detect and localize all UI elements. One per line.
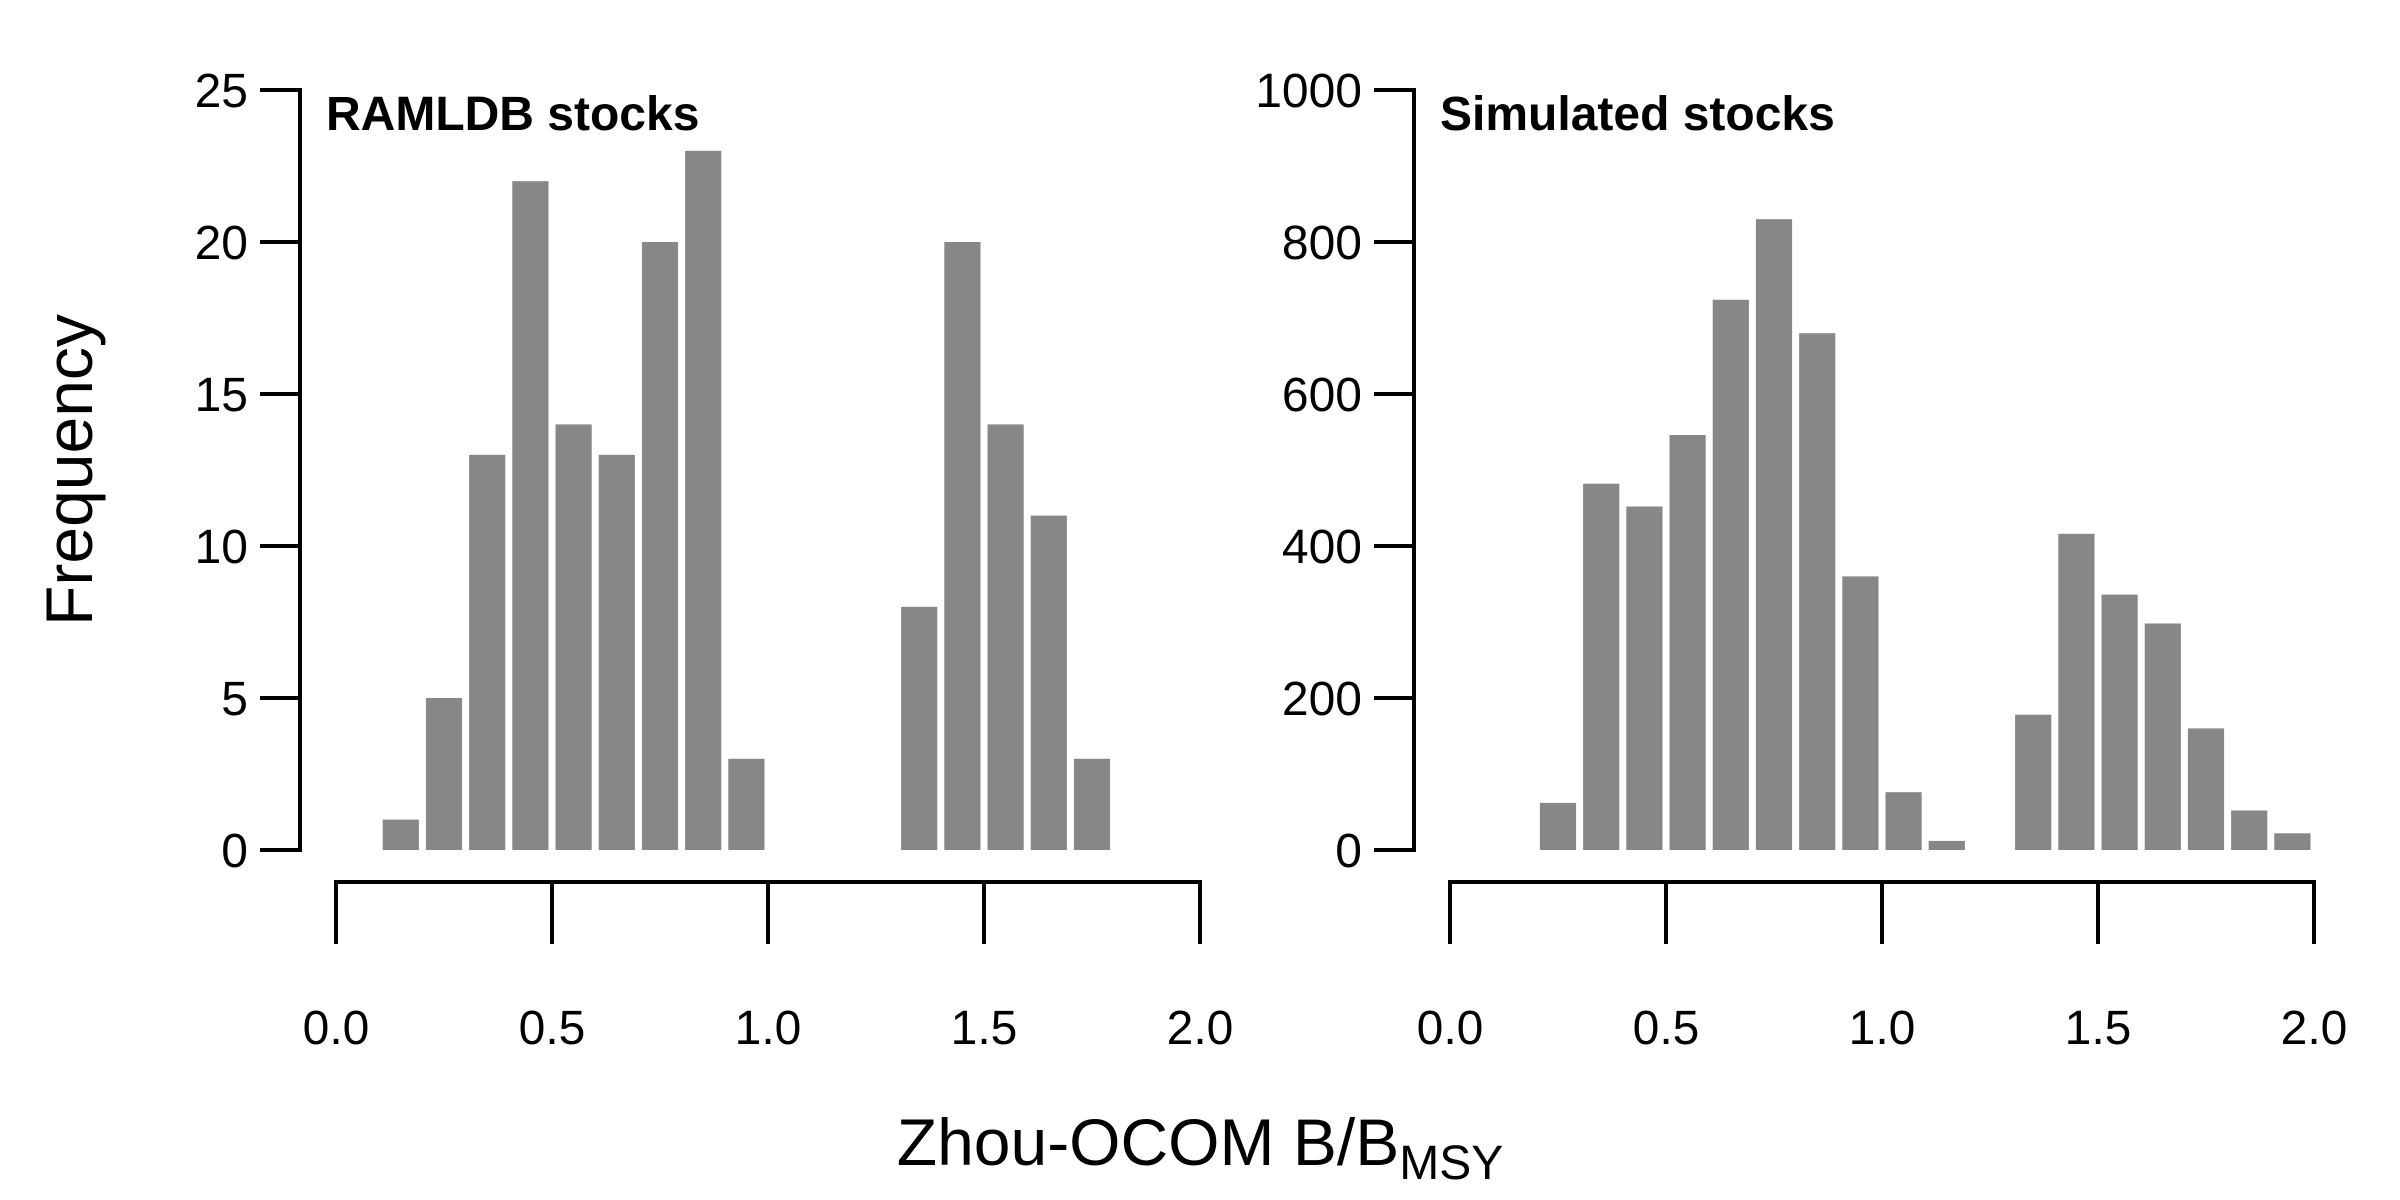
x-tick-label-ramldb-1: 0.5 [519, 1002, 586, 1055]
bar-simulated-0 [1539, 802, 1577, 850]
bar-ramldb-5 [598, 454, 635, 850]
y-tick-label-simulated-3: 600 [1282, 369, 1362, 422]
panel-title-simulated: Simulated stocks [1440, 88, 1835, 141]
y-tick-label-ramldb-4: 20 [195, 217, 248, 270]
bars-ramldb [382, 150, 1111, 851]
bar-simulated-10 [2015, 714, 2052, 850]
x-tick-label-ramldb-3: 1.5 [951, 1002, 1018, 1055]
y-tick-label-ramldb-3: 15 [195, 369, 248, 422]
bar-simulated-15 [2231, 810, 2268, 850]
y-tick-label-ramldb-5: 25 [195, 65, 248, 118]
bar-simulated-5 [1755, 219, 1793, 850]
x-tick-label-simulated-4: 2.0 [2281, 1002, 2348, 1055]
bar-ramldb-12 [1030, 515, 1067, 850]
bar-ramldb-11 [987, 424, 1024, 850]
bar-ramldb-6 [641, 242, 679, 850]
bar-ramldb-3 [512, 181, 549, 850]
bar-simulated-12 [2101, 594, 2138, 850]
bar-simulated-14 [2187, 728, 2225, 850]
y-tick-label-simulated-5: 1000 [1255, 65, 1362, 118]
bar-simulated-11 [2058, 533, 2095, 850]
panel-ramldb: RAMLDB stocks 0 5 10 15 20 25 0.0 0.5 1.0 1.5 2.0 [195, 65, 1234, 1055]
x-axis-simulated: 0.0 0.5 1.0 1.5 2.0 [1417, 880, 2348, 1055]
y-axis-title: Frequency [32, 314, 106, 626]
x-tick-label-simulated-1: 0.5 [1633, 1002, 1700, 1055]
bar-simulated-9 [1928, 840, 1965, 850]
bar-ramldb-10 [944, 242, 981, 850]
x-axis-title-subscript: MSY [1399, 1137, 1503, 1190]
y-tick-label-simulated-0: 0 [1335, 825, 1362, 878]
x-tick-label-ramldb-2: 1.0 [735, 1002, 802, 1055]
bar-simulated-1 [1583, 483, 1620, 850]
bar-ramldb-13 [1073, 758, 1111, 850]
y-tick-label-ramldb-1: 5 [221, 673, 248, 726]
panel-title-ramldb: RAMLDB stocks [326, 88, 699, 141]
bar-simulated-3 [1669, 435, 1706, 850]
y-tick-label-simulated-1: 200 [1282, 673, 1362, 726]
x-tick-label-simulated-2: 1.0 [1849, 1002, 1916, 1055]
bar-ramldb-8 [728, 758, 765, 850]
x-axis-ramldb: 0.0 0.5 1.0 1.5 2.0 [303, 880, 1234, 1055]
y-axis-ramldb: 0 5 10 15 20 25 [195, 65, 302, 878]
x-tick-label-simulated-0: 0.0 [1417, 1002, 1484, 1055]
bar-ramldb-1 [425, 698, 463, 850]
x-tick-label-ramldb-0: 0.0 [303, 1002, 370, 1055]
y-tick-label-simulated-2: 400 [1282, 521, 1362, 574]
x-axis-title-main: Zhou-OCOM B/B [897, 1105, 1399, 1179]
bar-simulated-4 [1712, 299, 1749, 850]
bar-simulated-6 [1799, 333, 1836, 850]
bar-simulated-7 [1842, 576, 1879, 850]
y-tick-label-ramldb-0: 0 [221, 825, 248, 878]
bar-ramldb-9 [901, 606, 938, 850]
bar-ramldb-0 [382, 819, 419, 850]
y-tick-label-simulated-4: 800 [1282, 217, 1362, 270]
bar-simulated-8 [1885, 792, 1922, 850]
x-tick-label-simulated-3: 1.5 [2065, 1002, 2132, 1055]
y-axis-simulated: 0 200 400 600 800 1000 [1255, 65, 1416, 878]
bar-ramldb-7 [685, 150, 722, 851]
bar-simulated-2 [1626, 506, 1663, 850]
y-tick-label-ramldb-2: 10 [195, 521, 248, 574]
x-tick-label-ramldb-4: 2.0 [1167, 1002, 1234, 1055]
bars-simulated [1539, 219, 2311, 850]
bar-simulated-13 [2144, 623, 2181, 850]
bar-simulated-16 [2274, 833, 2311, 850]
x-axis-title: Zhou-OCOM B/BMSY [897, 1105, 1503, 1190]
bar-ramldb-4 [555, 424, 592, 850]
bar-ramldb-2 [469, 454, 506, 850]
